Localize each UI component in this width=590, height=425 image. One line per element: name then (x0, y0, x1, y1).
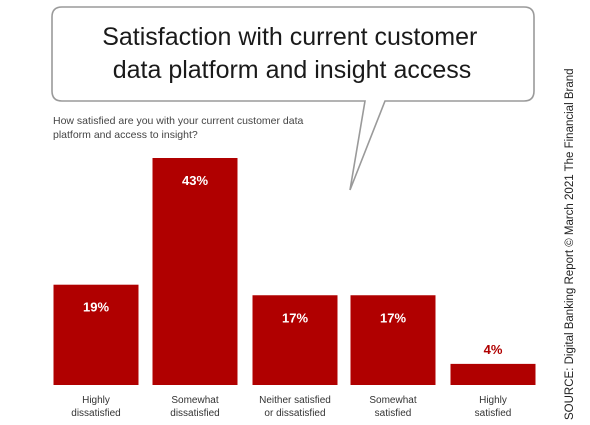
category-label-1: Highly dissatisfied (71, 395, 120, 419)
question-line-2: platform and access to insight? (53, 129, 198, 141)
bar-1 (53, 284, 139, 385)
source-note: SOURCE: Digital Banking Report © March 2… (564, 68, 576, 420)
chart-title: Satisfaction with current customer data … (102, 23, 482, 84)
bar-value-label-4: 17% (380, 310, 406, 325)
survey-question: How satisfied are you with your current … (53, 111, 308, 141)
bar-value-label-3: 17% (282, 310, 308, 325)
title-line-2: data platform and insight access (113, 56, 472, 84)
bar-5 (450, 363, 536, 385)
bar-value-label-1: 19% (83, 300, 109, 315)
category-label-3: Neither satisfied or dissatisfied (259, 395, 331, 419)
question-line-1: How satisfied are you with your current … (53, 115, 304, 127)
title-speech-bubble (51, 6, 535, 191)
category-label-5: Highly satisfied (475, 395, 512, 419)
category-labels-group: Highly dissatisfied Somewhat dissatisfied Ne… (71, 395, 511, 419)
bar-2 (152, 158, 238, 385)
category-label-2: Somewhat dissatisfied (170, 395, 219, 419)
title-line-1: Satisfaction with current customer (102, 23, 477, 51)
bar-3 (252, 295, 338, 385)
bars-group: 19% 43% 17% 17% 4% (53, 158, 536, 385)
bar-value-label-2: 43% (182, 173, 208, 188)
bar-4 (350, 295, 436, 385)
category-label-4: Somewhat satisfied (369, 395, 416, 419)
bar-value-label-5: 4% (484, 342, 503, 357)
